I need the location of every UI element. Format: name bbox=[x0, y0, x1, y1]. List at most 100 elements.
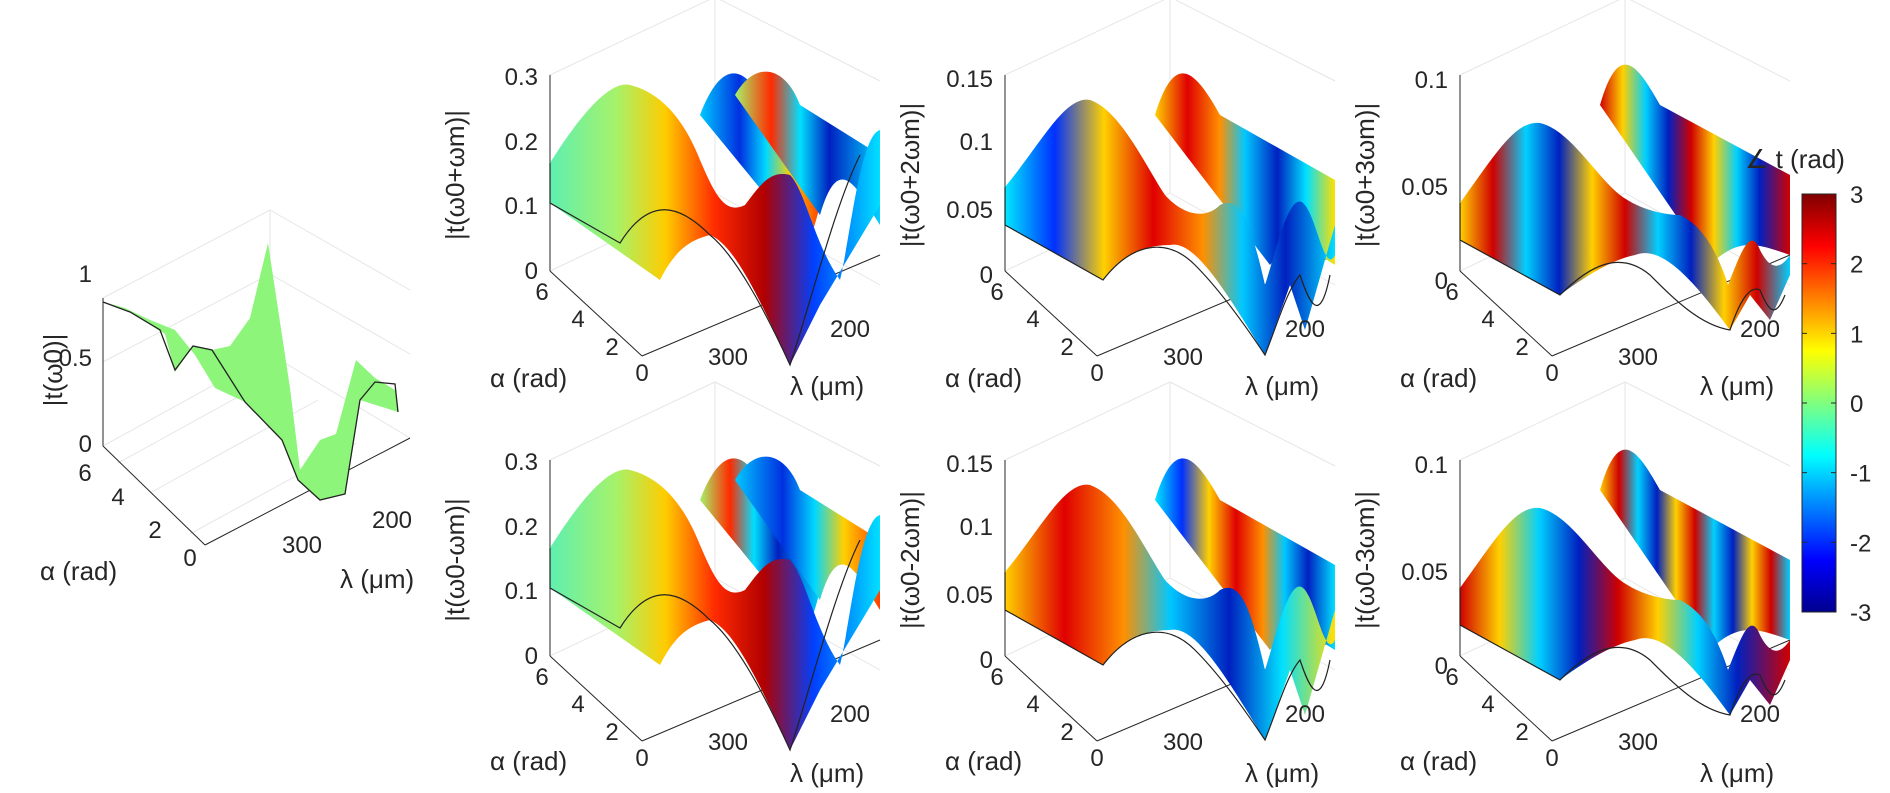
surface-p3-front bbox=[1460, 122, 1790, 330]
m3-ztick-2: 0.1 bbox=[1415, 452, 1448, 479]
t0-ytick-2: 4 bbox=[111, 484, 124, 511]
m2-ytick-3: 6 bbox=[990, 664, 1003, 691]
surface-m1-edge bbox=[549, 539, 861, 752]
t0-xtick-1: 200 bbox=[372, 507, 412, 534]
p2-ytick-2: 4 bbox=[1026, 306, 1039, 333]
m2-ztick-1: 0.05 bbox=[946, 582, 993, 609]
p3-ztick-1: 0.05 bbox=[1401, 174, 1448, 201]
p1-zlabel: |t(ω0+ωm)| bbox=[440, 110, 470, 240]
colorbar-tick-label: -1 bbox=[1850, 461, 1871, 488]
m2-xtick-0: 300 bbox=[1163, 729, 1203, 756]
surface-m1-right bbox=[735, 456, 880, 610]
m1-ytick-2: 4 bbox=[571, 691, 584, 718]
p2-ytick-1: 2 bbox=[1060, 334, 1073, 361]
p3-xtick-0: 300 bbox=[1618, 344, 1658, 371]
surface-p1-edge bbox=[549, 154, 861, 367]
t0-xlabel: λ (μm) bbox=[340, 564, 414, 594]
m1-ztick-1: 0.1 bbox=[505, 578, 538, 605]
p2-ztick-3: 0.15 bbox=[946, 66, 993, 93]
p2-ztick-0: 0 bbox=[980, 262, 993, 289]
m3-xtick-0: 300 bbox=[1618, 729, 1658, 756]
t0-zlabel: |t(ω0)| bbox=[38, 334, 68, 407]
m3-ylabel: α (rad) bbox=[1400, 746, 1477, 776]
surface-p2-front bbox=[1005, 99, 1335, 356]
m3-xlabel: λ (μm) bbox=[1700, 758, 1774, 788]
surface-m2-edge bbox=[1004, 572, 1331, 742]
t0-y-ticks: 0 2 4 6 bbox=[78, 460, 196, 572]
colorbar-gradient bbox=[1801, 193, 1837, 613]
panel-m2: 0 0.05 0.1 0.15 0 2 4 6 300 200 α (rad) … bbox=[895, 381, 1336, 788]
t0-ytick-0: 0 bbox=[183, 545, 196, 572]
surface-t0-front-edge bbox=[102, 301, 399, 501]
m1-ytick-0: 0 bbox=[635, 745, 648, 772]
p1-xtick-0: 300 bbox=[708, 344, 748, 371]
m2-ylabel: α (rad) bbox=[945, 746, 1022, 776]
surface-m1-front bbox=[550, 469, 880, 750]
m2-ztick-3: 0.15 bbox=[946, 451, 993, 478]
surface-p1-front bbox=[550, 84, 880, 365]
surface-p2-edge bbox=[1004, 187, 1331, 357]
p1-ztick-3: 0.3 bbox=[505, 64, 538, 91]
m3-ytick-2: 4 bbox=[1481, 691, 1494, 718]
t0-ylabel: α (rad) bbox=[40, 556, 117, 586]
p1-ztick-0: 0 bbox=[525, 258, 538, 285]
m1-ytick-1: 2 bbox=[605, 719, 618, 746]
colorbar-tick-label: 2 bbox=[1850, 252, 1863, 279]
m3-ztick-1: 0.05 bbox=[1401, 559, 1448, 586]
m1-ytick-3: 6 bbox=[535, 664, 548, 691]
t0-ztick-0: 0 bbox=[79, 431, 92, 458]
m1-ylabel: α (rad) bbox=[490, 746, 567, 776]
p1-ytick-0: 0 bbox=[635, 360, 648, 387]
p3-ztick-2: 0.1 bbox=[1415, 67, 1448, 94]
p3-xtick-1: 200 bbox=[1740, 316, 1780, 343]
p2-ytick-0: 0 bbox=[1090, 360, 1103, 387]
m1-zlabel: |t(ω0-ωm)| bbox=[440, 498, 470, 621]
m2-ztick-2: 0.1 bbox=[960, 514, 993, 541]
colorbar-tick-label: 3 bbox=[1850, 182, 1863, 209]
m2-ytick-2: 4 bbox=[1026, 691, 1039, 718]
p1-ylabel: α (rad) bbox=[490, 363, 567, 393]
surface-p1-right bbox=[735, 71, 880, 225]
surface-p3-back bbox=[1600, 64, 1790, 265]
p2-xtick-1: 200 bbox=[1285, 316, 1325, 343]
m2-xlabel: λ (μm) bbox=[1245, 758, 1319, 788]
t0-ztick-2: 1 bbox=[79, 261, 92, 288]
m2-ytick-1: 2 bbox=[1060, 719, 1073, 746]
colorbar: ∠ t (rad) 3 2 1 0 -1 -2 -3 bbox=[1745, 144, 1871, 627]
t0-xtick-0: 300 bbox=[282, 532, 322, 559]
panel-p3: 0 0.05 0.1 0 2 4 6 300 200 α (rad) λ (μm… bbox=[1350, 0, 1791, 401]
surface-m2-front bbox=[1005, 484, 1335, 740]
m1-ztick-3: 0.3 bbox=[505, 449, 538, 476]
m3-ytick-0: 0 bbox=[1545, 745, 1558, 772]
surface-m3-edge bbox=[1459, 588, 1786, 716]
p2-ytick-3: 6 bbox=[990, 279, 1003, 306]
m1-ztick-2: 0.2 bbox=[505, 514, 538, 541]
p3-ytick-1: 2 bbox=[1515, 334, 1528, 361]
p1-ytick-3: 6 bbox=[535, 279, 548, 306]
surface-m3-back bbox=[1600, 449, 1790, 650]
m3-zlabel: |t(ω0-3ωm)| bbox=[1350, 491, 1380, 629]
panel-m1: 0 0.1 0.2 0.3 0 2 4 6 300 200 α (rad) λ … bbox=[440, 381, 881, 788]
m3-ytick-1: 2 bbox=[1515, 719, 1528, 746]
m2-xtick-1: 200 bbox=[1285, 701, 1325, 728]
t0-ztick-1: 0.5 bbox=[59, 345, 92, 372]
m3-ztick-0: 0 bbox=[1435, 653, 1448, 680]
p3-ylabel: α (rad) bbox=[1400, 363, 1477, 393]
t0-ytick-1: 2 bbox=[148, 517, 161, 544]
p3-xlabel: λ (μm) bbox=[1700, 371, 1774, 401]
p3-ytick-0: 0 bbox=[1545, 360, 1558, 387]
t0-x-ticks: 300 200 bbox=[282, 507, 412, 559]
colorbar-tick-label: -3 bbox=[1850, 600, 1871, 627]
t0-ytick-3: 6 bbox=[78, 460, 91, 487]
m1-xtick-0: 300 bbox=[708, 729, 748, 756]
panel-m3: 0 0.05 0.1 0 2 4 6 300 200 α (rad) λ (μm… bbox=[1350, 381, 1791, 788]
p2-ztick-1: 0.05 bbox=[946, 197, 993, 224]
p3-zlabel: |t(ω0+3ωm)| bbox=[1350, 103, 1380, 247]
colorbar-title: ∠ t (rad) bbox=[1745, 144, 1845, 174]
p1-ytick-2: 4 bbox=[571, 306, 584, 333]
panel-t0: 0 0.5 1 0 2 4 6 300 200 α (rad) λ (μm) |… bbox=[38, 209, 414, 594]
p2-ztick-2: 0.1 bbox=[960, 129, 993, 156]
m2-zlabel: |t(ω0-2ωm)| bbox=[895, 491, 925, 629]
p1-xlabel: λ (μm) bbox=[790, 371, 864, 401]
m1-xtick-1: 200 bbox=[830, 701, 870, 728]
